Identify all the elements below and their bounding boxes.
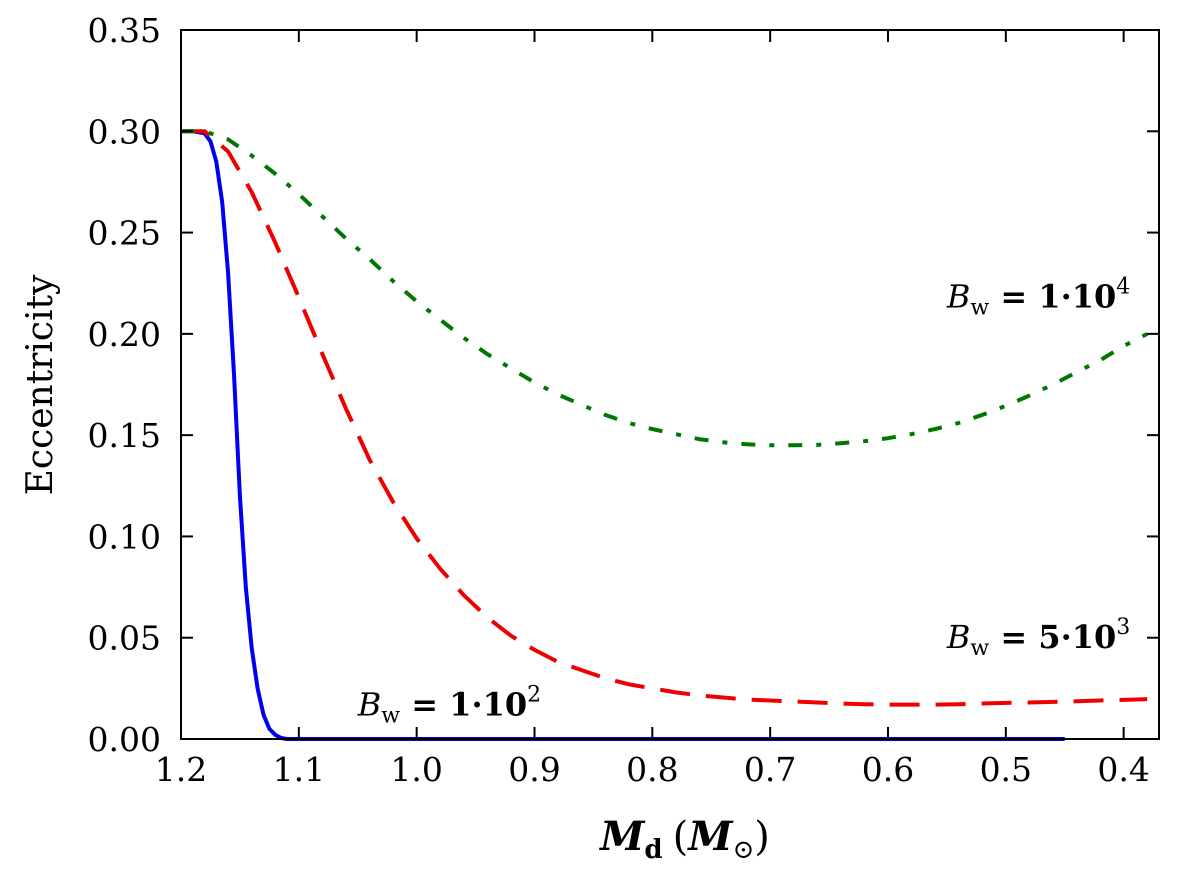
annotation-sup: 4	[1116, 275, 1130, 300]
y-axis-title: Eccentricity	[20, 274, 61, 495]
y-tick-label: 0.25	[88, 214, 161, 253]
series-line-3	[181, 129, 1149, 448]
series-line-2	[181, 129, 1148, 707]
annotation-sub: w	[970, 636, 989, 661]
annotation-eq: = 5·10	[989, 618, 1116, 656]
annotation-base: B	[946, 278, 971, 316]
x-tick-label: 1.0	[390, 750, 442, 789]
annotation-eq: = 1·10	[989, 278, 1116, 316]
x-tick-label: 0.8	[626, 750, 678, 789]
series-line-1	[181, 129, 1065, 741]
annotation-base: B	[357, 686, 382, 724]
y-tick-label: 0.15	[88, 416, 161, 455]
x-tick-label: 0.6	[862, 750, 914, 789]
x-axis-title-sub: d	[644, 835, 662, 865]
x-axis-title-paren-main: M	[686, 813, 734, 860]
y-tick-label: 0.30	[88, 112, 161, 151]
annotation-sub: w	[970, 296, 989, 321]
annotation-sub: w	[381, 704, 400, 729]
x-axis-title-paren-sub: ⊙	[732, 835, 754, 865]
series-annotation-1: Bw = 1·104	[946, 275, 1130, 321]
plot-frame	[180, 29, 1160, 740]
series-annotation-2: Bw = 5·103	[946, 615, 1130, 661]
x-axis-title: Md (M⊙)	[598, 813, 770, 865]
x-tick-label: 1.1	[273, 750, 325, 789]
x-tick-label: 0.9	[508, 750, 560, 789]
x-tick-label: 1.2	[155, 750, 207, 789]
x-tick-label: 0.4	[1097, 750, 1149, 789]
annotation-eq: = 1·10	[400, 686, 527, 724]
annotation-sup: 3	[1116, 615, 1130, 640]
annotation-base: B	[946, 618, 971, 656]
annotation-sup: 2	[527, 683, 541, 708]
y-tick-label: 0.00	[88, 720, 161, 759]
y-tick-label: 0.20	[88, 315, 161, 354]
x-tick-label: 0.5	[980, 750, 1032, 789]
ticks-layer: 1.2 1.1 1.0 0.9 0.8 0.7 0.6 0.5 0.4 0.00 0.05 0.10 0…	[88, 11, 1159, 789]
y-tick-label: 0.35	[88, 11, 161, 50]
x-tick-label: 0.7	[744, 750, 796, 789]
x-axis-title-paren-open: (	[673, 814, 689, 860]
y-tick-label: 0.05	[88, 619, 161, 658]
series-annotation-3: Bw = 1·102	[357, 683, 541, 729]
x-axis-title-paren-close: )	[754, 814, 770, 860]
y-tick-label: 0.10	[88, 517, 161, 556]
x-axis-title-main: M	[598, 813, 646, 860]
